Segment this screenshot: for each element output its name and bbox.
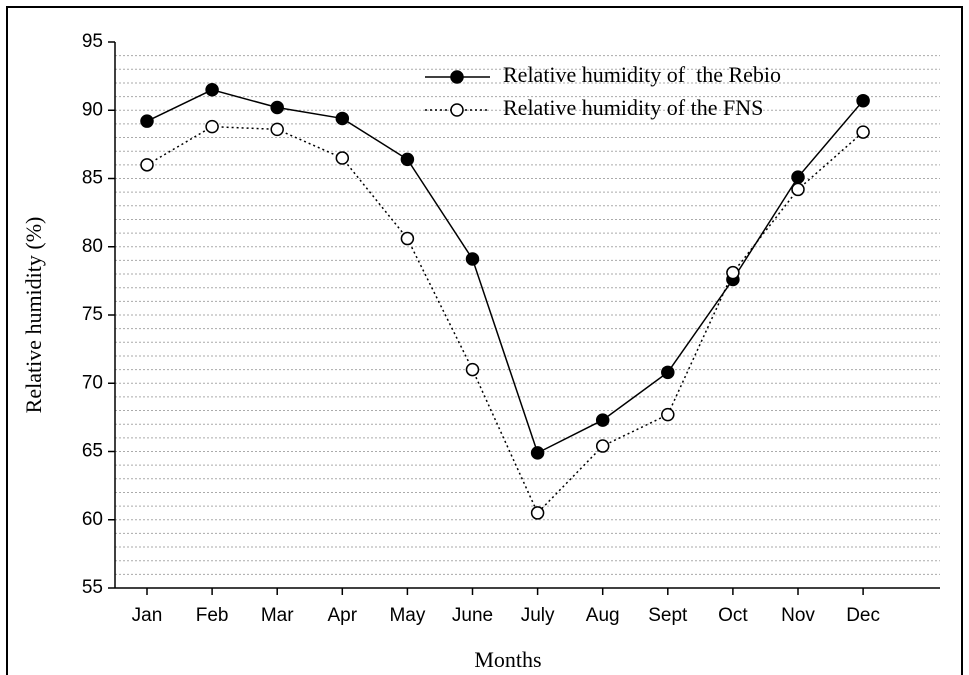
point — [270, 122, 284, 137]
point — [530, 446, 545, 460]
x-tick-label: May — [389, 605, 425, 626]
x-tick-label: Sept — [648, 605, 688, 626]
point — [856, 125, 870, 139]
point — [595, 439, 610, 453]
point — [791, 170, 805, 184]
point — [791, 182, 805, 197]
point — [595, 413, 610, 427]
point — [661, 365, 675, 380]
series-line — [146, 88, 864, 454]
legend-marker — [450, 70, 464, 84]
frame — [6, 6, 963, 675]
point — [661, 407, 675, 422]
x-tick-label: Aug — [586, 605, 620, 626]
x-tick-label: Jan — [132, 605, 163, 626]
y-tick-label: 90 — [82, 99, 103, 120]
x-tick-label: Mar — [261, 605, 294, 626]
legend-label: Relative humidity of the Rebio — [503, 62, 781, 87]
y-tick-label: 80 — [82, 236, 103, 257]
point — [335, 111, 350, 126]
x-tick-label: Oct — [718, 605, 748, 626]
point — [335, 151, 350, 165]
legend-label: Relative humidity of the FNS — [503, 95, 763, 120]
y-tick-label: 65 — [82, 441, 103, 462]
point — [530, 506, 545, 520]
point — [856, 93, 870, 108]
x-tick-label: June — [452, 605, 493, 626]
x-tick-label: Apr — [328, 605, 358, 626]
point — [726, 265, 740, 280]
y-tick-label: 60 — [82, 509, 103, 530]
y-tick-label: 85 — [82, 168, 103, 189]
point — [465, 362, 480, 377]
point — [205, 119, 219, 134]
y-tick-label: 95 — [82, 31, 103, 52]
y-tick-label: 75 — [82, 304, 103, 325]
point — [205, 83, 219, 97]
x-axis-label: Months — [474, 647, 541, 672]
point — [400, 231, 415, 246]
x-tick-label: July — [521, 605, 555, 626]
legend-marker — [450, 103, 464, 117]
y-tick-label: 70 — [82, 372, 103, 393]
point — [140, 114, 154, 128]
point — [270, 100, 284, 115]
x-tick-label: Feb — [196, 605, 229, 626]
point — [465, 252, 480, 266]
y-tick-label: 55 — [82, 577, 103, 598]
point — [140, 158, 154, 172]
x-tick-label: Nov — [781, 605, 815, 626]
series-line — [146, 125, 864, 515]
y-axis-label: Relative humidity (%) — [21, 217, 46, 414]
point — [400, 152, 415, 167]
x-tick-label: Dec — [846, 605, 880, 626]
